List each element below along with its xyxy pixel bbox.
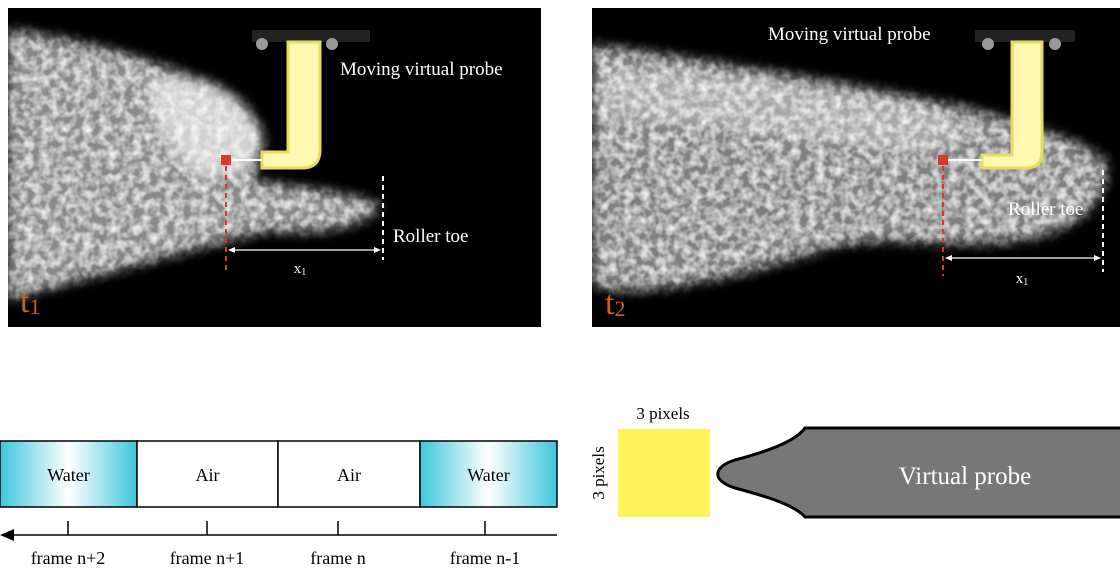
- probe-point: [221, 155, 231, 165]
- probe-label: Moving virtual probe: [768, 24, 931, 45]
- frame-label: frame n: [310, 548, 365, 568]
- probe-holder: [252, 30, 370, 42]
- height-label: 3 pixels: [589, 446, 608, 499]
- width-label: 3 pixels: [636, 404, 689, 423]
- frame-strip: Water Air Air Water frame n+2 frame n+1 frame …: [0, 441, 557, 568]
- holder-wheel: [256, 38, 268, 50]
- frame-label: frame n-1: [450, 548, 520, 568]
- frame-label: frame n+2: [31, 548, 106, 568]
- figure: x1 Roller toe Moving virtual probe t1 x1…: [0, 0, 1120, 571]
- cell-label: Air: [196, 465, 220, 485]
- photo-panel-1: x1 Roller toe Moving virtual probe t1: [8, 8, 541, 327]
- cell-label: Water: [467, 465, 510, 485]
- probe-diagram: 3 pixels 3 pixels Virtual probe: [589, 404, 1120, 517]
- arrowhead: [0, 529, 14, 541]
- toe-label: Roller toe: [1008, 199, 1083, 220]
- probe-label: Virtual probe: [899, 463, 1031, 490]
- frame-label: frame n+1: [170, 548, 245, 568]
- holder-wheel: [326, 38, 338, 50]
- photo-panel-2: x1 Roller toe Moving virtual probe t2: [592, 8, 1120, 327]
- cell-label: Air: [337, 465, 361, 485]
- holder-wheel: [1049, 38, 1061, 50]
- toe-label: Roller toe: [393, 226, 468, 247]
- pixel-square: [618, 429, 710, 517]
- probe-label: Moving virtual probe: [340, 59, 503, 80]
- probe-point: [938, 155, 948, 165]
- cell-label: Water: [47, 465, 90, 485]
- holder-wheel: [982, 38, 994, 50]
